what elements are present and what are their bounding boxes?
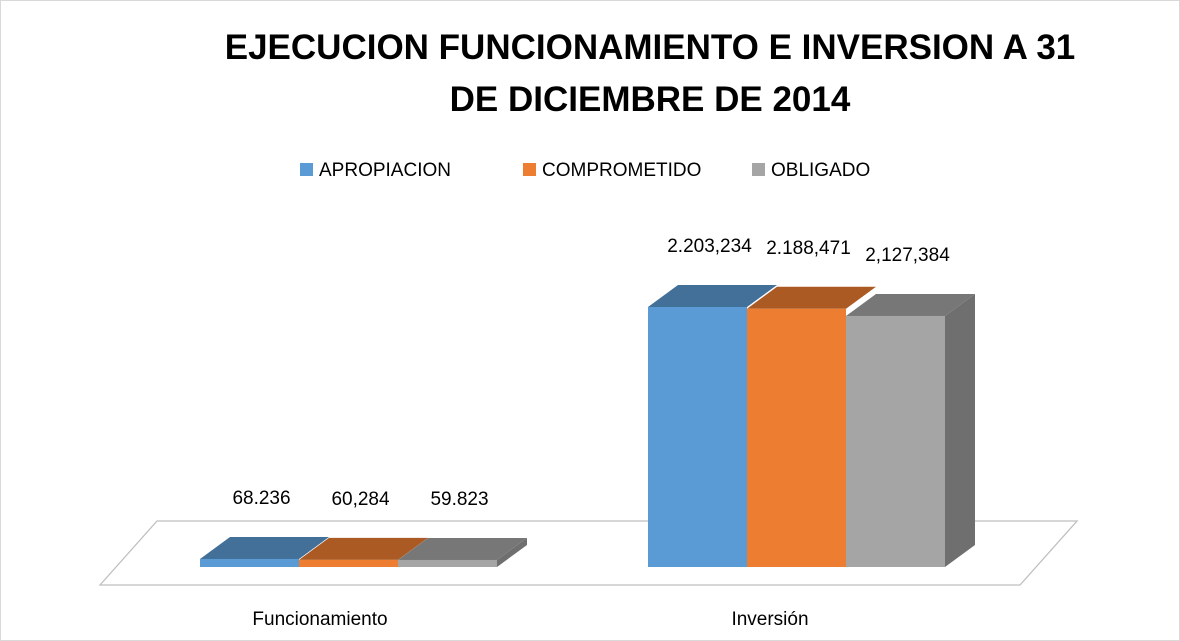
bar [398, 559, 497, 567]
bar [299, 559, 398, 567]
bar [200, 558, 299, 567]
data-label: 2.203,234 [667, 236, 752, 257]
bar [648, 307, 747, 567]
x-tick-label: Inversión [731, 609, 808, 630]
bar [846, 315, 945, 567]
legend-label: APROPIACION [319, 160, 451, 181]
bar [747, 308, 846, 567]
bar-side [497, 537, 527, 567]
data-label: 59.823 [430, 489, 488, 510]
legend-label: OBLIGADO [771, 160, 870, 181]
bar-top [200, 536, 329, 559]
data-label: 2.188,471 [766, 238, 851, 259]
chart-title: EJECUCION FUNCIONAMIENTO E INVERSION A 3… [224, 28, 1076, 119]
legend-swatch [752, 163, 765, 176]
bar-top [398, 537, 527, 560]
x-tick-label: Funcionamiento [252, 609, 387, 630]
bar-top [299, 537, 428, 560]
bar-side [945, 293, 975, 567]
bar-top [747, 286, 876, 309]
legend-swatch [300, 163, 313, 176]
data-label: 60,284 [331, 489, 390, 510]
legend-swatch [523, 163, 536, 176]
bar-top [846, 293, 975, 316]
legend-label: COMPROMETIDO [542, 160, 701, 181]
data-label: 68.236 [232, 488, 290, 509]
data-label: 2,127,384 [865, 245, 950, 266]
bar-top [648, 285, 777, 307]
